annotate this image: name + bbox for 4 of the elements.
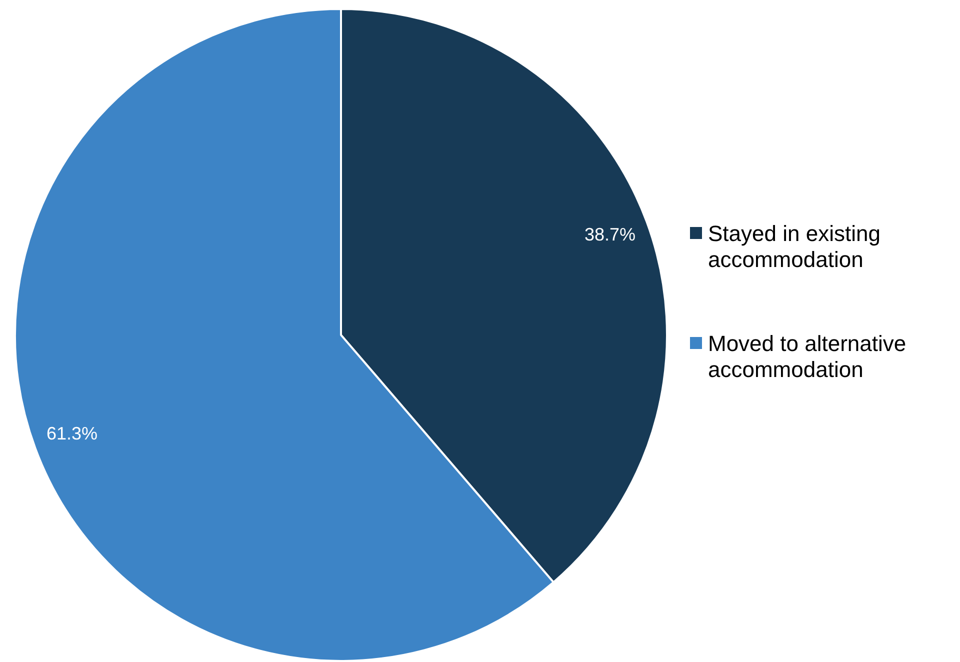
data-label: 61.3% bbox=[46, 424, 98, 444]
legend-label: Moved to alternative accommodation bbox=[708, 331, 908, 383]
data-label: 38.7% bbox=[584, 224, 636, 244]
legend-label: Stayed in existing accommodation bbox=[708, 221, 882, 273]
